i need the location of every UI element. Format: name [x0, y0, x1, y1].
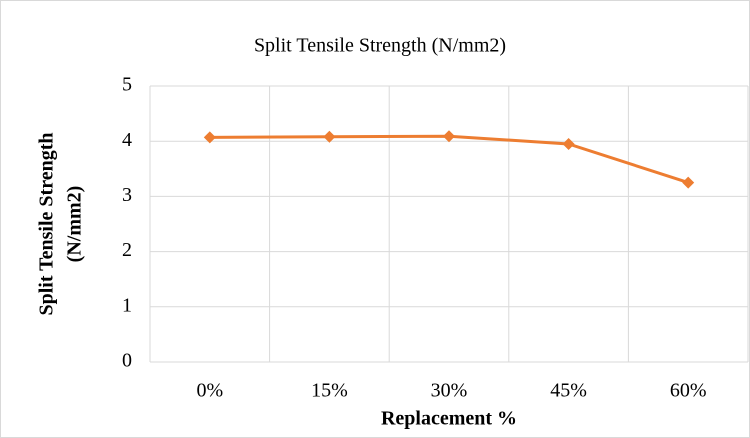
marker [562, 137, 575, 150]
marker [682, 176, 695, 189]
y-tick-label: 2 [122, 239, 132, 261]
y-tick-label: 0 [122, 350, 132, 372]
x-tick-label: 30% [431, 380, 468, 402]
marker [443, 130, 455, 143]
x-tick-label: 15% [311, 380, 348, 402]
x-tick-label: 0% [196, 380, 223, 402]
chart-title: Split Tensile Strength (N/mm2) [254, 35, 506, 57]
marker [323, 130, 336, 143]
x-tick-label: 60% [670, 380, 707, 402]
y-tick-label: 3 [122, 184, 132, 206]
x-tick-label: 45% [550, 380, 587, 402]
y-tick-label: 5 [122, 74, 132, 96]
marker [203, 131, 216, 144]
y-axis-label: (N/mm2) [64, 186, 86, 263]
y-tick-label: 1 [122, 294, 132, 316]
x-axis-label: Replacement % [381, 408, 517, 430]
y-tick-label: 4 [122, 129, 132, 151]
y-axis-label: Split Tensile Strength [36, 132, 58, 315]
